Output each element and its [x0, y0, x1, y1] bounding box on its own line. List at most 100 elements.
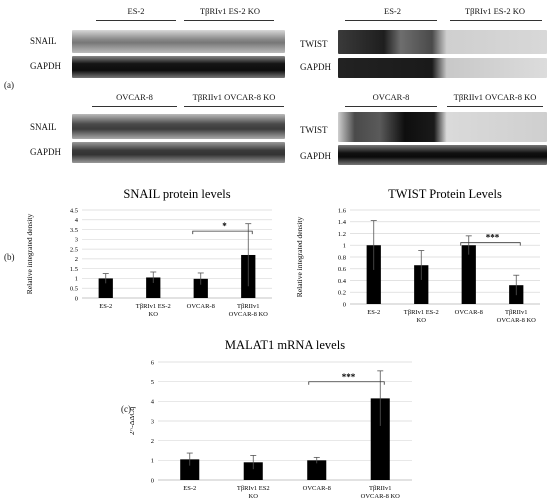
- y-axis-label: Relative integrated density: [295, 217, 304, 298]
- x-tick-label: OVCAR-8 KO: [497, 317, 536, 324]
- y-tick-label: 2: [151, 438, 154, 445]
- group-label-es2: ES-2: [127, 6, 145, 16]
- y-tick-label: 1.2: [338, 231, 346, 238]
- y-tick-label: 3: [151, 418, 154, 425]
- y-tick-label: 4.5: [70, 207, 78, 214]
- significance-label: ***: [486, 233, 500, 243]
- chart-title: SNAIL protein levels: [123, 187, 230, 201]
- group-underline: [184, 106, 284, 107]
- group-underline: [184, 20, 274, 21]
- bar: [146, 277, 161, 298]
- y-tick-label: 4: [75, 217, 79, 224]
- group-label-tbriiv1-ovcar8-ko: TβRIIv1 OVCAR-8 KO: [192, 92, 276, 102]
- group-underline: [96, 20, 176, 21]
- y-tick-label: 0.2: [338, 290, 346, 297]
- y-tick-label: 3.5: [70, 227, 78, 234]
- gapdh-band-strip: [338, 145, 547, 165]
- group-label-ovcar8: OVCAR-8: [372, 92, 410, 102]
- bar: [193, 278, 208, 298]
- y-tick-label: 3: [75, 237, 78, 244]
- group-label-tbriiv1-ovcar8-ko: TβRIIv1 OVCAR-8 KO: [453, 92, 537, 102]
- panel-label-b: (b): [4, 252, 15, 262]
- snail-band-strip: [72, 30, 285, 53]
- y-axis-label: 2^-ΔΔCq: [130, 407, 136, 435]
- x-tick-label: TβRIIv1: [369, 485, 391, 492]
- y-tick-label: 0.4: [338, 278, 347, 285]
- y-tick-label: 0: [75, 295, 78, 302]
- gapdh-band-strip: [72, 56, 285, 78]
- group-label-tbriv1-es2-ko: TβRIv1 ES-2 KO: [464, 6, 526, 16]
- y-tick-label: 1: [75, 276, 78, 283]
- x-tick-label: KO: [417, 317, 427, 324]
- malat1-mrna-chart: MALAT1 mRNA levels 2^-ΔΔCq 0 1 2 3 4 5 6 ES-2 TβRI…: [130, 338, 412, 500]
- chart-title: MALAT1 mRNA levels: [225, 338, 345, 352]
- y-tick-label: 1.5: [70, 266, 78, 273]
- x-tick-label: OVCAR-8 KO: [361, 493, 400, 500]
- panel-label-a: (a): [4, 80, 14, 90]
- x-tick-label: OVCAR-8: [303, 485, 331, 492]
- x-tick-label: TβRIv1 ES2: [237, 485, 270, 492]
- x-tick-label: OVCAR-8: [187, 303, 215, 310]
- bar: [307, 460, 327, 480]
- twist-band-strip: [338, 112, 547, 142]
- gapdh-band-strip: [338, 58, 547, 78]
- group-label-ovcar8: OVCAR-8: [116, 92, 153, 102]
- snail-band-strip: [72, 114, 285, 139]
- y-tick-label: 0.8: [338, 254, 346, 261]
- y-axis-label: Relative integrated density: [25, 214, 34, 295]
- significance-bracket: [308, 381, 385, 385]
- protein-label-gapdh: GAPDH: [300, 62, 332, 72]
- protein-label-snail: SNAIL: [30, 36, 57, 46]
- x-tick-label: KO: [249, 493, 259, 500]
- x-tick-label: ES-2: [99, 303, 112, 310]
- y-tick-label: 0: [151, 477, 154, 484]
- group-underline: [447, 106, 543, 107]
- bar: [180, 459, 200, 480]
- bar: [366, 245, 381, 304]
- x-tick-label: ES-2: [367, 309, 380, 316]
- y-tick-label: 5: [151, 379, 154, 386]
- protein-label-snail: SNAIL: [30, 122, 57, 132]
- y-tick-label: 4: [151, 399, 155, 406]
- y-tick-label: 1: [151, 458, 154, 465]
- protein-label-twist: TWIST: [300, 125, 328, 135]
- chart-title: TWIST Protein Levels: [388, 187, 502, 201]
- y-tick-label: 2.5: [70, 246, 78, 253]
- x-tick-label: OVCAR-8 KO: [229, 311, 268, 318]
- snail-protein-chart: SNAIL protein levels Relative integrated …: [25, 187, 272, 318]
- x-tick-label: OVCAR-8: [455, 309, 483, 316]
- protein-label-twist: TWIST: [300, 39, 328, 49]
- panel-label-c: (c): [121, 404, 131, 414]
- bar: [98, 278, 113, 298]
- x-tick-label: KO: [149, 311, 159, 318]
- protein-label-gapdh: GAPDH: [300, 151, 332, 161]
- group-underline: [92, 106, 177, 107]
- twist-band-strip: [338, 30, 547, 54]
- y-tick-label: 6: [151, 359, 155, 366]
- group-label-es2: ES-2: [384, 6, 401, 16]
- y-tick-label: 1.4: [338, 219, 347, 226]
- protein-label-gapdh: GAPDH: [30, 61, 62, 71]
- gapdh-band-strip: [72, 142, 285, 163]
- y-tick-label: 1.6: [338, 207, 347, 214]
- twist-protein-chart: TWIST Protein Levels Relative integrated …: [295, 187, 540, 324]
- group-label-tbriv1-es2-ko: TβRIv1 ES-2 KO: [199, 6, 261, 16]
- y-tick-label: 2: [75, 256, 78, 263]
- significance-label: ***: [342, 372, 356, 382]
- group-underline: [345, 106, 437, 107]
- x-tick-label: ES-2: [183, 485, 196, 492]
- significance-bracket: [460, 242, 521, 246]
- x-tick-label: TβRIIv1: [505, 309, 527, 316]
- y-tick-label: 1: [343, 243, 346, 250]
- y-tick-label: 0.6: [338, 266, 347, 273]
- group-underline: [345, 20, 437, 21]
- bar: [370, 398, 390, 480]
- protein-label-gapdh: GAPDH: [30, 147, 62, 157]
- group-underline: [450, 20, 542, 21]
- x-tick-label: TβRIv1 ES-2: [136, 303, 171, 310]
- x-tick-label: TβRIv1 ES-2: [404, 309, 439, 316]
- significance-label: *: [222, 221, 227, 231]
- y-tick-label: 0: [343, 301, 346, 308]
- bar: [414, 265, 429, 304]
- x-tick-label: TβRIIv1: [237, 303, 259, 310]
